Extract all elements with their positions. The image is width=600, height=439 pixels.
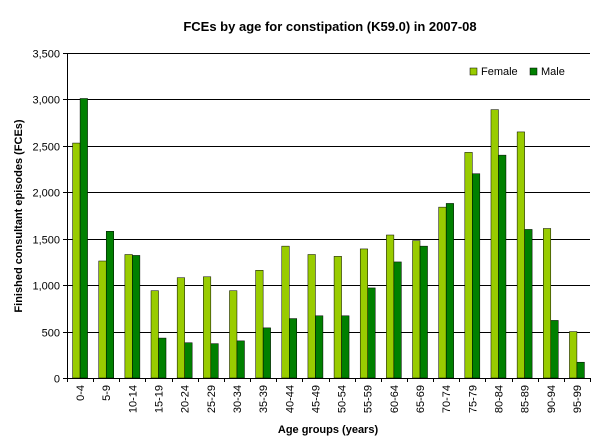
bar-male-60-64 [393,261,402,379]
bar-male-15-19 [158,337,167,379]
legend-swatch-male [529,67,538,76]
x-tick-label: 70-74 [441,385,453,413]
bar-female-70-74 [438,206,447,379]
x-tick-label: 55-59 [363,385,375,413]
x-tick-label: 85-89 [520,385,532,413]
bar-male-70-74 [445,203,454,379]
y-tick-label: 0 [54,374,60,386]
x-tick-label: 95-99 [572,385,584,413]
y-tick-label: 3,500 [32,49,60,61]
bar-female-90-94 [543,228,552,379]
bar-female-55-59 [359,248,368,379]
bar-female-65-69 [412,240,421,379]
x-tick-labels: 0-4 5-9 10-14 15-19 20-24 25-29 30-34 35-39 40-4… [75,385,584,413]
x-tick-label: 40-44 [284,385,296,413]
bar-female-35-39 [255,270,264,379]
x-tick-label: 75-79 [467,385,479,413]
bar-male-35-39 [262,327,271,379]
bar-male-0-4 [79,98,88,379]
y-tick-label: 500 [42,328,60,340]
bar-female-50-54 [333,256,342,379]
bar-male-80-84 [498,154,507,379]
bar-female-80-84 [490,109,499,379]
bar-male-20-24 [184,342,193,379]
bar-female-75-79 [464,152,473,379]
y-tick-label: 3,000 [32,95,60,107]
bar-female-0-4 [72,142,81,379]
x-tick-label: 15-19 [154,385,166,413]
bar-male-30-34 [236,340,245,379]
y-tick-label: 1,000 [32,281,60,293]
y-tick-label: 1,500 [32,235,60,247]
bar-male-95-99 [576,361,585,379]
y-tick-label: 2,500 [32,142,60,154]
x-tick-label: 30-34 [232,385,244,413]
bar-female-20-24 [176,277,185,379]
x-tick-label: 60-64 [389,385,401,413]
bar-female-25-29 [203,276,212,379]
x-tick-label: 65-69 [415,385,427,413]
bar-female-5-9 [98,260,107,379]
chart-title: FCEs by age for constipation (K59.0) in … [183,19,476,34]
legend: Female Male [469,66,565,78]
x-tick-label: 80-84 [494,385,506,413]
x-tick-label: 90-94 [546,385,558,413]
legend-label-male: Male [541,66,565,78]
bar-female-10-14 [124,254,133,379]
bar-male-25-29 [210,343,219,379]
x-tick-label: 25-29 [206,385,218,413]
x-tick-label: 35-39 [258,385,270,413]
x-tick-label: 0-4 [75,385,87,401]
bar-male-85-89 [524,229,533,379]
legend-swatch-female [469,67,478,76]
bar-female-85-89 [516,131,525,379]
legend-label-female: Female [481,66,518,78]
y-axis-label: Finished consultant episodes (FCEs) [13,119,25,312]
bar-male-90-94 [550,320,559,379]
bars [72,98,585,379]
x-tick-label: 45-49 [310,385,322,413]
bar-male-45-49 [315,315,324,379]
x-tick-label: 5-9 [101,385,113,401]
y-tick-label: 2,000 [32,188,60,200]
axes [67,53,591,382]
bar-male-55-59 [367,287,376,379]
bar-male-50-54 [341,315,350,379]
x-axis-label: Age groups (years) [278,424,379,436]
bar-female-60-64 [386,234,395,379]
bar-female-45-49 [307,254,316,379]
bar-female-95-99 [569,331,578,379]
bar-male-5-9 [105,231,114,379]
bar-female-40-44 [281,245,290,379]
x-tick-label: 20-24 [180,385,192,413]
bar-male-75-79 [472,173,481,379]
plot-area [67,53,590,378]
bar-female-30-34 [229,290,238,379]
bar-male-40-44 [289,318,298,379]
x-tick-label: 10-14 [127,385,139,413]
bar-male-65-69 [419,245,428,379]
bar-female-15-19 [150,290,159,379]
x-tick-label: 50-54 [337,385,349,413]
y-tick-labels: 0 500 1,000 1,500 2,000 2,500 3,000 3,500 [32,49,60,386]
bar-male-10-14 [132,255,141,379]
